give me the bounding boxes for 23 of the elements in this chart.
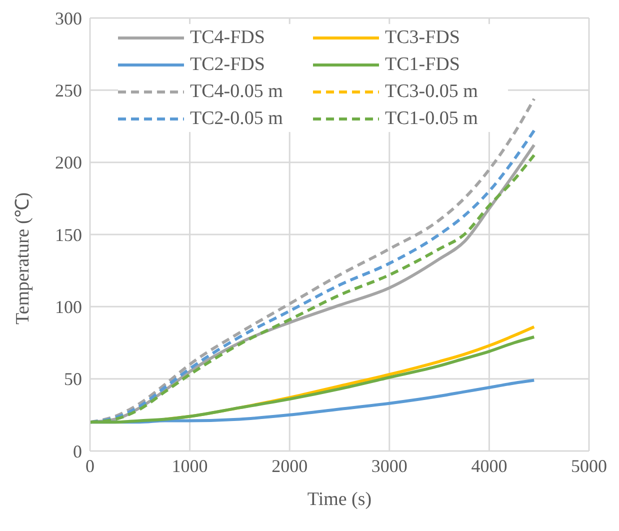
legend-label: TC2-0.05 m xyxy=(190,107,283,131)
y-tick-label: 250 xyxy=(55,80,82,101)
y-tick-label: 50 xyxy=(64,369,82,390)
x-tick-label: 0 xyxy=(86,456,94,476)
x-tick-label: 1000 xyxy=(172,456,208,476)
legend-label: TC3-0.05 m xyxy=(385,80,478,104)
x-tick-label: 4000 xyxy=(471,456,508,476)
x-tick-label: 5000 xyxy=(571,456,607,476)
x-tick-label: 3000 xyxy=(371,456,408,476)
x-axis-title: Time (s) xyxy=(307,489,372,510)
legend-label: TC1-FDS xyxy=(385,53,460,77)
legend-label: TC4-0.05 m xyxy=(190,80,283,104)
legend-label: TC1-0.05 m xyxy=(385,107,478,131)
legend-label: TC2-FDS xyxy=(190,53,265,77)
legend-label: TC3-FDS xyxy=(385,26,460,50)
y-tick-label: 100 xyxy=(55,297,82,318)
y-tick-label: 200 xyxy=(55,152,82,173)
legend-label: TC4-FDS xyxy=(190,26,265,50)
y-tick-label: 300 xyxy=(55,8,82,28)
x-tick-label: 2000 xyxy=(272,456,308,476)
y-tick-label: 150 xyxy=(55,224,82,245)
y-axis-title: Temperature (℃) xyxy=(12,192,34,324)
y-tick-label: 0 xyxy=(73,441,82,462)
